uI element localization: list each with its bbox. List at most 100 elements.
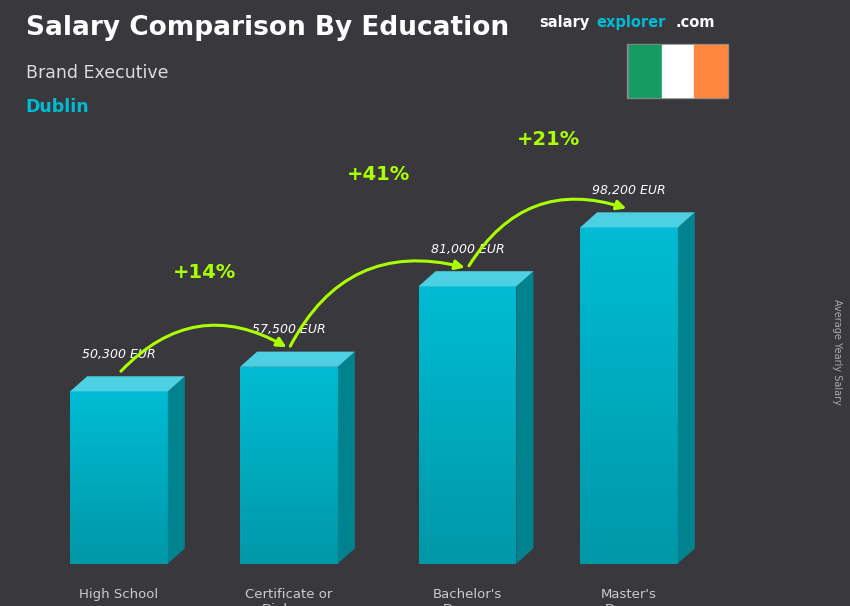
Polygon shape (241, 450, 337, 455)
Polygon shape (70, 473, 167, 478)
Text: Certificate or
Diploma: Certificate or Diploma (246, 588, 332, 606)
Polygon shape (419, 459, 516, 467)
Polygon shape (580, 212, 694, 227)
Text: 57,500 EUR: 57,500 EUR (252, 324, 326, 336)
Polygon shape (580, 496, 677, 505)
Polygon shape (241, 416, 337, 421)
Polygon shape (580, 286, 677, 295)
Text: High School: High School (79, 588, 159, 601)
Polygon shape (241, 559, 337, 564)
Polygon shape (70, 482, 167, 486)
Polygon shape (580, 454, 677, 463)
Polygon shape (580, 396, 677, 404)
Polygon shape (70, 400, 167, 404)
Polygon shape (337, 351, 355, 564)
Polygon shape (70, 391, 167, 396)
Polygon shape (70, 447, 167, 451)
Polygon shape (580, 412, 677, 421)
Polygon shape (241, 475, 337, 480)
Polygon shape (516, 271, 534, 564)
Polygon shape (580, 345, 677, 353)
Polygon shape (419, 404, 516, 411)
Polygon shape (580, 362, 677, 370)
Polygon shape (419, 390, 516, 398)
Polygon shape (419, 348, 516, 356)
Polygon shape (419, 286, 516, 293)
Polygon shape (580, 328, 677, 337)
Polygon shape (580, 244, 677, 253)
Polygon shape (70, 551, 167, 555)
Polygon shape (70, 478, 167, 482)
Polygon shape (70, 396, 167, 400)
Polygon shape (580, 261, 677, 270)
Polygon shape (419, 550, 516, 557)
Polygon shape (70, 499, 167, 504)
Text: Brand Executive: Brand Executive (26, 64, 168, 82)
Polygon shape (580, 513, 677, 522)
Polygon shape (419, 411, 516, 418)
Bar (694, 45, 727, 97)
Polygon shape (241, 514, 337, 519)
Polygon shape (241, 401, 337, 406)
Polygon shape (580, 236, 677, 244)
Polygon shape (580, 538, 677, 547)
Polygon shape (580, 505, 677, 513)
Polygon shape (70, 508, 167, 512)
Polygon shape (167, 376, 184, 564)
Polygon shape (580, 379, 677, 387)
Polygon shape (241, 499, 337, 505)
Polygon shape (70, 430, 167, 435)
Polygon shape (419, 314, 516, 321)
Bar (627, 44, 728, 98)
Polygon shape (419, 557, 516, 564)
Polygon shape (70, 443, 167, 447)
Polygon shape (241, 376, 337, 382)
Polygon shape (241, 382, 337, 387)
Polygon shape (241, 445, 337, 450)
Polygon shape (580, 479, 677, 488)
Polygon shape (419, 418, 516, 425)
Polygon shape (580, 471, 677, 479)
Polygon shape (580, 522, 677, 530)
Polygon shape (70, 521, 167, 525)
Polygon shape (241, 411, 337, 416)
Polygon shape (70, 451, 167, 456)
Polygon shape (70, 422, 167, 426)
Polygon shape (419, 508, 516, 515)
Polygon shape (419, 536, 516, 543)
Polygon shape (580, 278, 677, 286)
Polygon shape (241, 470, 337, 475)
Bar (661, 45, 694, 97)
Polygon shape (419, 321, 516, 328)
Polygon shape (580, 555, 677, 564)
Text: .com: .com (676, 15, 715, 30)
Text: Salary Comparison By Education: Salary Comparison By Education (26, 15, 508, 41)
Polygon shape (241, 431, 337, 436)
Polygon shape (580, 353, 677, 362)
Polygon shape (419, 362, 516, 370)
Polygon shape (580, 311, 677, 320)
Polygon shape (241, 441, 337, 445)
Polygon shape (241, 426, 337, 431)
Text: +41%: +41% (347, 165, 410, 184)
Polygon shape (241, 465, 337, 470)
Polygon shape (580, 530, 677, 538)
Polygon shape (241, 494, 337, 499)
Polygon shape (70, 555, 167, 559)
Polygon shape (241, 539, 337, 544)
Polygon shape (419, 481, 516, 487)
Polygon shape (580, 421, 677, 429)
Polygon shape (677, 212, 694, 564)
Polygon shape (70, 533, 167, 538)
Polygon shape (70, 418, 167, 422)
Polygon shape (419, 328, 516, 335)
Polygon shape (241, 549, 337, 554)
Text: salary: salary (540, 15, 590, 30)
Polygon shape (70, 512, 167, 516)
Polygon shape (241, 460, 337, 465)
Polygon shape (419, 439, 516, 446)
Polygon shape (241, 480, 337, 485)
Polygon shape (70, 435, 167, 439)
Polygon shape (70, 408, 167, 413)
Polygon shape (70, 413, 167, 418)
